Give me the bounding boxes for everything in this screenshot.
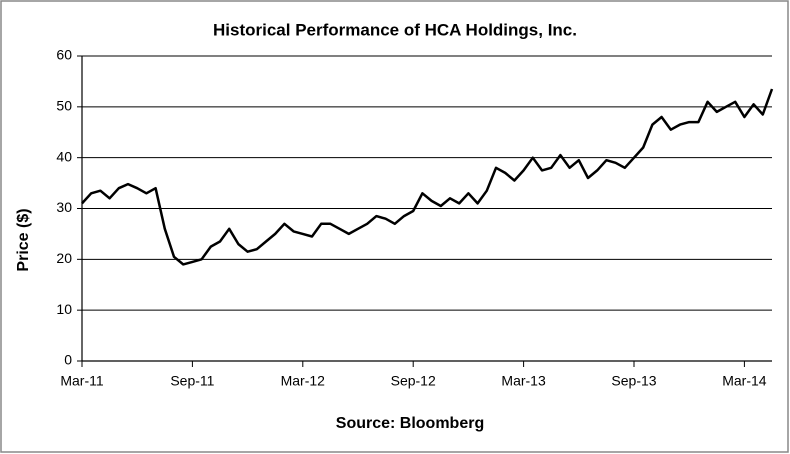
x-tick-label: Mar-13: [501, 373, 546, 389]
price-line: [81, 88, 774, 266]
y-tick-label: 50: [56, 98, 72, 114]
y-axis-label: Price ($): [15, 208, 32, 271]
source-note: Source: Bloomberg: [336, 415, 484, 432]
y-tick-label: 40: [56, 148, 72, 164]
y-tick-label: 20: [56, 250, 72, 266]
y-tick-label: 30: [56, 199, 72, 215]
x-tick-label: Sep-12: [391, 373, 436, 389]
x-tick-label: Mar-12: [281, 373, 326, 389]
chart-title: Historical Performance of HCA Holdings, …: [213, 20, 577, 39]
x-tick-label: Sep-13: [611, 373, 656, 389]
x-tick-label: Mar-11: [60, 373, 104, 389]
x-tick-label: Sep-11: [170, 373, 214, 389]
y-tick-label: 10: [56, 301, 72, 317]
y-tick-label: 60: [56, 47, 72, 63]
x-tick-label: Mar-14: [722, 373, 767, 389]
y-tick-label: 0: [64, 352, 72, 368]
